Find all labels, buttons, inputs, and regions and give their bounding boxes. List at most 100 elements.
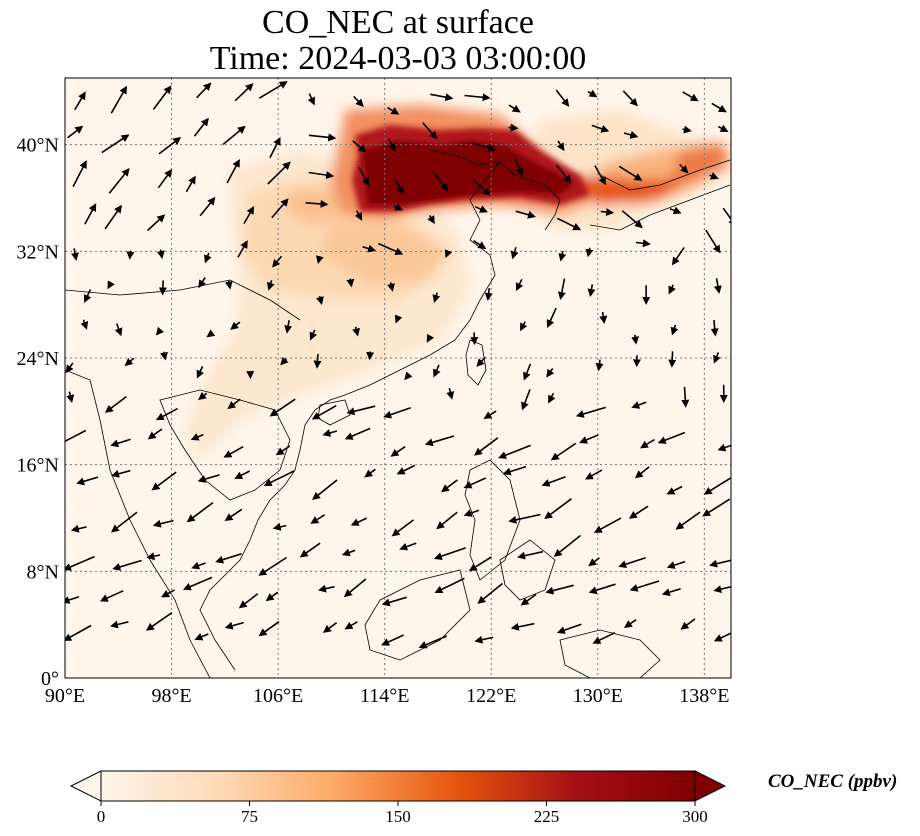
wind-arrow [346, 405, 376, 416]
wind-arrow [104, 204, 122, 230]
wind-arrow [394, 179, 404, 195]
wind-arrow [199, 196, 216, 217]
wind-arrow [215, 553, 242, 564]
wind-arrow [155, 326, 165, 336]
wind-arrow [227, 398, 241, 410]
wind-arrow [161, 589, 175, 598]
wind-arrow [585, 469, 603, 480]
wind-arrow [508, 123, 519, 132]
wind-arrow [198, 277, 206, 289]
wind-arrow [387, 282, 395, 292]
wind-arrow [436, 511, 458, 530]
wind-arrow [441, 479, 458, 493]
wind-arrow [315, 255, 324, 264]
wind-arrow [84, 203, 97, 225]
wind-arrow [679, 163, 689, 174]
lat-tick-label: 40°N [17, 135, 59, 157]
wind-arrow [160, 351, 168, 361]
wind-arrow [272, 255, 283, 268]
wind-arrow [364, 468, 376, 478]
colorbar: 0 75 150 225 300 [69, 770, 727, 826]
wind-arrow [66, 391, 75, 403]
wind-arrow [387, 138, 396, 152]
wind-arrow [234, 83, 254, 102]
colorbar-label: CO_NEC (ppbv) [768, 771, 898, 792]
wind-arrow [587, 89, 598, 98]
wind-arrow [474, 635, 494, 644]
wind-arrow [341, 548, 356, 557]
lat-tick-label: 16°N [17, 455, 59, 477]
wind-arrow [114, 323, 123, 337]
wind-arrow [190, 433, 204, 441]
wind-arrow [682, 125, 692, 134]
wind-arrow [65, 429, 87, 446]
wind-arrow [266, 279, 275, 291]
wind-arrow [308, 171, 335, 180]
wind-arrow [555, 89, 570, 107]
wind-arrow [591, 124, 610, 133]
wind-arrow [147, 428, 163, 440]
wind-arrow [588, 583, 616, 595]
wind-arrow [623, 131, 639, 139]
wind-arrow [422, 122, 438, 140]
wind-arrow [618, 165, 643, 181]
wind-arrow [204, 252, 212, 264]
wind-arrow [523, 363, 532, 381]
wind-arrow [463, 509, 480, 517]
wind-arrow [474, 437, 499, 456]
lon-tick-label: 114°E [360, 685, 409, 707]
colorbar-gradient [101, 771, 695, 801]
wind-arrow [322, 622, 338, 633]
wind-arrow [152, 85, 172, 110]
wind-arrow [243, 206, 255, 224]
wind-arrow [464, 93, 491, 102]
wind-arrow [396, 464, 416, 475]
wind-arrow [350, 517, 368, 526]
wind-arrow [112, 559, 142, 571]
wind-arrow [713, 585, 731, 593]
wind-arrow [546, 307, 557, 328]
wind-arrow [711, 102, 727, 113]
wind-arrow [352, 326, 360, 337]
colorbar-tick-label: 225 [534, 807, 560, 826]
wind-arrow [310, 514, 326, 524]
wind-arrow [666, 485, 683, 495]
wind-arrow [196, 366, 204, 379]
wind-arrow [237, 240, 248, 258]
wind-arrow [521, 389, 531, 411]
wind-arrow [72, 160, 87, 187]
wind-arrow [671, 246, 685, 266]
colorbar-tick-label: 0 [97, 807, 106, 826]
lon-tick-label: 130°E [573, 685, 623, 707]
wind-arrow [155, 407, 178, 421]
wind-arrow [344, 621, 358, 630]
wind-arrow [311, 405, 337, 420]
wind-arrow [344, 427, 371, 440]
wind-vectors [65, 81, 731, 649]
wind-arrow [681, 386, 690, 408]
wind-arrow [280, 356, 289, 366]
wind-arrow [74, 91, 86, 111]
map-title: CO_NEC at surface [262, 4, 534, 41]
wind-arrow [99, 590, 124, 602]
wind-arrow [579, 434, 599, 444]
lat-tick-label: 24°N [17, 348, 59, 370]
wind-arrow [640, 438, 656, 449]
wind-arrow [358, 166, 370, 187]
wind-arrow [191, 561, 206, 570]
wind-arrow [65, 555, 95, 571]
wind-arrow [669, 206, 682, 215]
wind-arrow [196, 82, 212, 99]
wind-arrow [258, 621, 280, 637]
wind-arrow [185, 175, 196, 193]
wind-arrow [108, 167, 130, 194]
wind-arrow [517, 550, 544, 560]
wind-arrow [381, 634, 405, 646]
wind-arrow [223, 446, 244, 458]
wind-arrow [151, 471, 177, 491]
wind-arrow [432, 292, 441, 303]
wind-arrow [575, 406, 607, 418]
wind-arrow [558, 250, 567, 262]
wind-arrow [322, 429, 338, 437]
colorbar-tick-label: 300 [682, 807, 708, 826]
